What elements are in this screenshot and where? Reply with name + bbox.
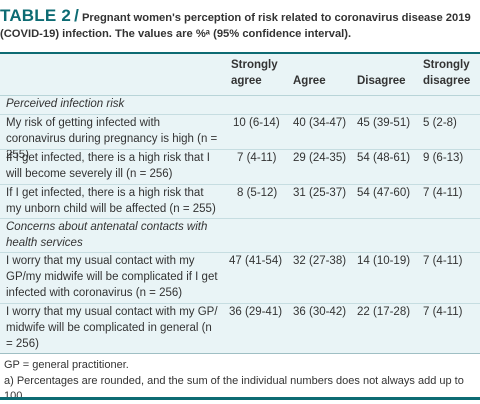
cell-strongly-agree: 7 (4-11): [237, 152, 277, 164]
cell-agree: 29 (24-35): [293, 152, 347, 164]
col-header-strongly-agree-line-1: Strongly: [231, 59, 278, 71]
cell-strongly-agree: 8 (5-12): [237, 187, 278, 199]
cell-disagree: 14 (10-19): [357, 255, 411, 267]
data-table: Strongly agree Agree Disagree Strongly d…: [0, 52, 480, 354]
table-bottom-rule: [0, 353, 480, 354]
caption-title-line-1: Pregnant women's perception of risk rela…: [81, 12, 471, 24]
section-title-antenatal-contacts: Concerns about antenatal contacts with h…: [6, 221, 208, 249]
row-rule: [0, 114, 480, 115]
section-title-perceived-infection-risk: Perceived infection risk: [6, 98, 125, 110]
cell-strongly-agree: 47 (41-54): [229, 255, 283, 267]
cell-strongly-disagree: 7 (4-11): [423, 255, 463, 267]
header-rule: [0, 95, 480, 96]
col-header-strongly-disagree-line-2: disagree: [423, 75, 471, 87]
cell-agree: 36 (30-42): [293, 306, 347, 318]
cell-agree: 31 (25-37): [293, 187, 347, 199]
caption-slash: /: [74, 6, 79, 25]
col-header-strongly-agree-line-2: agree: [231, 75, 262, 87]
table-label: TABLE 2: [0, 6, 71, 25]
row-label: My risk of getting infected with coronav…: [6, 117, 218, 161]
caption-title-line-2: (COVID-19) infection. The values are %ᵃ …: [0, 28, 352, 40]
row-label: I worry that my usual contact with my GP…: [6, 306, 218, 350]
cell-disagree: 54 (48-61): [357, 152, 411, 164]
row-label: If I get infected, there is a high risk …: [6, 187, 216, 215]
row-rule: [0, 184, 480, 185]
row-rule: [0, 252, 480, 253]
cell-agree: 40 (34-47): [293, 117, 347, 129]
col-header-agree: Agree: [293, 75, 326, 87]
cell-strongly-disagree: 7 (4-11): [423, 187, 463, 199]
row-rule: [0, 149, 480, 150]
cell-strongly-agree: 36 (29-41): [229, 306, 283, 318]
col-header-strongly-disagree-line-1: Strongly: [423, 59, 470, 71]
footnote-gp: GP = general practitioner.: [4, 359, 129, 371]
cell-strongly-disagree: 7 (4-11): [423, 306, 463, 318]
cell-strongly-agree: 10 (6-14): [233, 117, 280, 129]
table-top-rule: [0, 52, 480, 54]
cell-strongly-disagree: 5 (2-8): [423, 117, 457, 129]
cell-disagree: 45 (39-51): [357, 117, 411, 129]
figure-bottom-rule: [0, 397, 480, 400]
cell-agree: 32 (27-38): [293, 255, 347, 267]
row-rule: [0, 218, 480, 219]
col-header-strongly-disagree: Strongly disagree: [423, 57, 470, 89]
row-label: I worry that my usual contact with my GP…: [6, 255, 218, 299]
table-caption: TABLE 2 / Pregnant women's perception of…: [0, 6, 472, 42]
cell-strongly-disagree: 9 (6-13): [423, 152, 464, 164]
cell-disagree: 22 (17-28): [357, 306, 411, 318]
row-label: If I get infected, there is a high risk …: [6, 152, 210, 180]
cell-disagree: 54 (47-60): [357, 187, 411, 199]
row-rule: [0, 303, 480, 304]
col-header-strongly-agree: Strongly agree: [231, 57, 278, 89]
col-header-disagree: Disagree: [357, 75, 406, 87]
